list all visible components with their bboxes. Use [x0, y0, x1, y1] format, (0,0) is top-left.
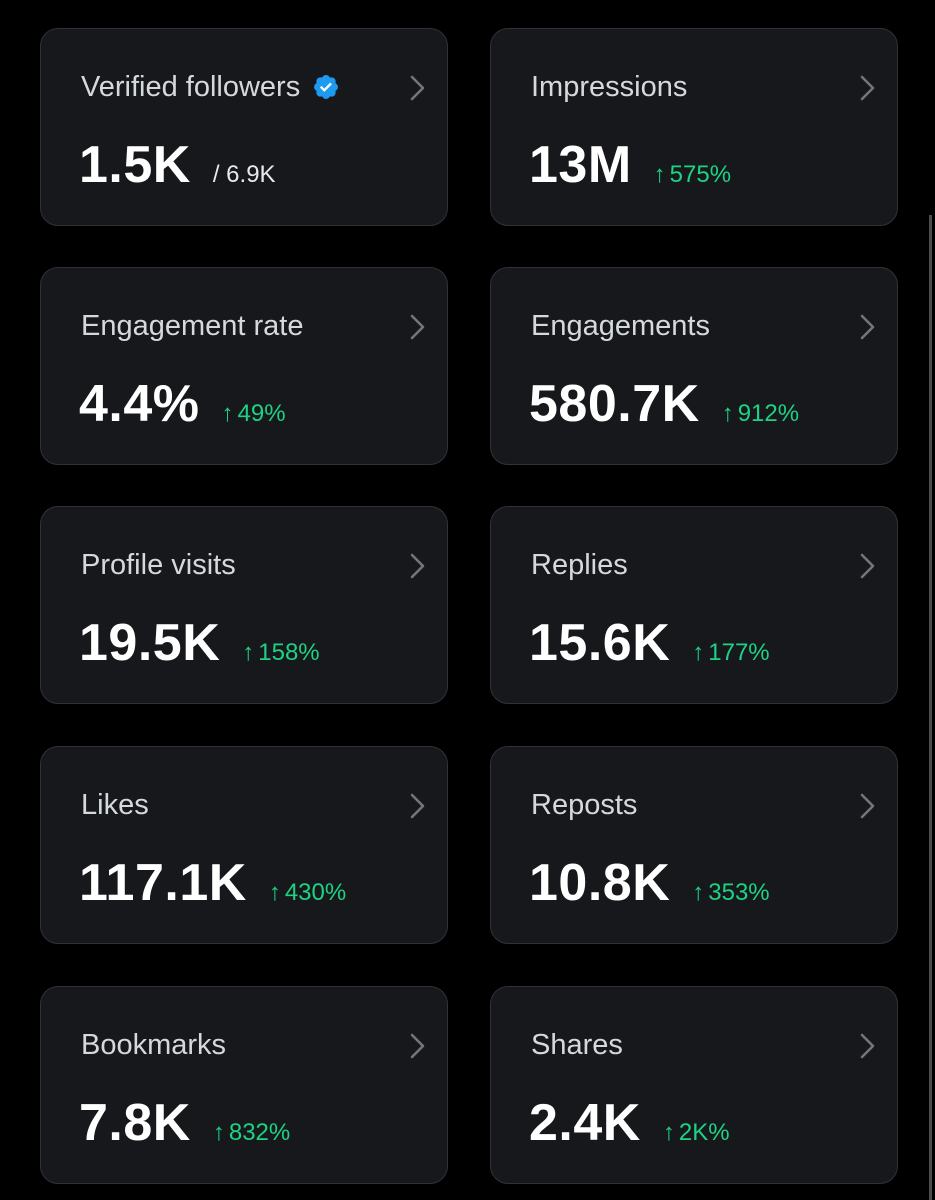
card-values: 15.6K ↑ 177% [529, 613, 770, 673]
card-title: Engagement rate [81, 310, 304, 342]
arrow-up-icon: ↑ [653, 161, 666, 188]
card-title: Likes [81, 789, 149, 821]
metric-total: / 6.9K [212, 161, 276, 188]
change-percent: 177% [708, 639, 770, 666]
metric-value: 7.8K [79, 1094, 191, 1152]
change-indicator: ↑ 575% [654, 161, 731, 189]
change-indicator: ↑ 2K% [663, 1119, 730, 1147]
change-indicator: ↑ 353% [692, 879, 769, 907]
arrow-up-icon: ↑ [221, 400, 234, 427]
metric-value: 13M [529, 136, 632, 194]
card-values: 1.5K / 6.9K [79, 135, 276, 195]
chevron-right-icon [407, 552, 429, 580]
card-title: Impressions [531, 71, 688, 103]
arrow-up-icon: ↑ [692, 879, 705, 906]
arrow-up-icon: ↑ [692, 639, 705, 666]
card-engagements[interactable]: Engagements 580.7K ↑ 912% [490, 267, 898, 465]
card-values: 4.4% ↑ 49% [79, 374, 286, 434]
change-percent: 832% [228, 1119, 291, 1146]
change-percent: 353% [708, 879, 770, 906]
chevron-right-icon [407, 792, 429, 820]
metric-value: 117.1K [79, 854, 247, 912]
change-percent: 2K% [678, 1119, 730, 1146]
metric-value: 15.6K [529, 614, 671, 672]
card-values: 117.1K ↑ 430% [79, 853, 346, 913]
metric-value: 10.8K [529, 854, 671, 912]
scrollbar-track[interactable] [929, 215, 932, 1200]
change-percent: 49% [237, 400, 286, 427]
arrow-up-icon: ↑ [242, 639, 255, 666]
card-values: 19.5K ↑ 158% [79, 613, 320, 673]
card-values: 13M ↑ 575% [529, 135, 731, 195]
chevron-right-icon [857, 1032, 879, 1060]
card-title: Reposts [531, 789, 638, 821]
card-title: Engagements [531, 310, 710, 342]
card-values: 10.8K ↑ 353% [529, 853, 770, 913]
card-bookmarks[interactable]: Bookmarks 7.8K ↑ 832% [40, 986, 448, 1184]
card-title: Bookmarks [81, 1029, 227, 1061]
arrow-up-icon: ↑ [212, 1119, 225, 1146]
change-percent: 430% [284, 879, 347, 906]
chevron-right-icon [857, 74, 879, 102]
metric-value: 580.7K [529, 375, 700, 433]
chevron-right-icon [857, 792, 879, 820]
metric-value: 4.4% [79, 375, 200, 433]
change-percent: 158% [258, 639, 320, 666]
card-title: Replies [531, 549, 628, 581]
change-indicator: ↑ 158% [242, 639, 319, 667]
metric-value: 2.4K [529, 1094, 641, 1152]
card-reposts[interactable]: Reposts 10.8K ↑ 353% [490, 746, 898, 944]
card-likes[interactable]: Likes 117.1K ↑ 430% [40, 746, 448, 944]
arrow-up-icon: ↑ [662, 1119, 675, 1146]
chevron-right-icon [857, 313, 879, 341]
chevron-right-icon [407, 313, 429, 341]
card-values: 580.7K ↑ 912% [529, 374, 799, 434]
card-values: 7.8K ↑ 832% [79, 1093, 290, 1153]
card-title-label: Verified followers [81, 71, 301, 103]
change-indicator: ↑ 430% [269, 879, 346, 907]
metric-value: 19.5K [79, 614, 221, 672]
change-percent: 912% [737, 400, 800, 427]
card-shares[interactable]: Shares 2.4K ↑ 2K% [490, 986, 898, 1184]
chevron-right-icon [857, 552, 879, 580]
card-engagement-rate[interactable]: Engagement rate 4.4% ↑ 49% [40, 267, 448, 465]
verified-badge-icon [312, 73, 340, 101]
change-indicator: ↑ 49% [222, 400, 286, 428]
metric-value: 1.5K [79, 136, 191, 194]
card-impressions[interactable]: Impressions 13M ↑ 575% [490, 28, 898, 226]
card-replies[interactable]: Replies 15.6K ↑ 177% [490, 506, 898, 704]
card-title: Shares [531, 1029, 623, 1061]
change-indicator: ↑ 832% [213, 1119, 290, 1147]
card-verified-followers[interactable]: Verified followers 1.5K / 6.9K [40, 28, 448, 226]
card-profile-visits[interactable]: Profile visits 19.5K ↑ 158% [40, 506, 448, 704]
chevron-right-icon [407, 1032, 429, 1060]
chevron-right-icon [407, 74, 429, 102]
card-title: Profile visits [81, 549, 236, 581]
change-indicator: ↑ 912% [722, 400, 799, 428]
change-indicator: ↑ 177% [692, 639, 769, 667]
card-values: 2.4K ↑ 2K% [529, 1093, 730, 1153]
arrow-up-icon: ↑ [721, 400, 734, 427]
arrow-up-icon: ↑ [268, 879, 281, 906]
change-percent: 575% [669, 161, 732, 188]
card-title: Verified followers [81, 69, 340, 105]
